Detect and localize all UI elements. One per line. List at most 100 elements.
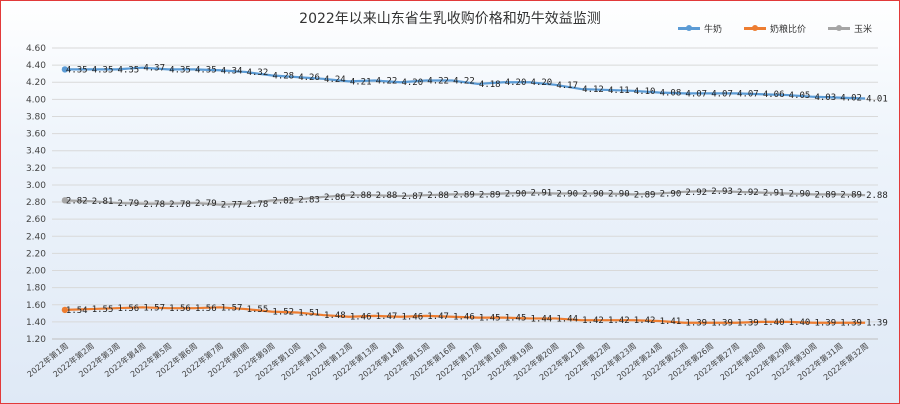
data-label: 1.44	[556, 314, 578, 324]
x-tick-label: 2022年第15周	[382, 341, 431, 382]
data-label: 4.02	[840, 94, 862, 104]
data-label: 2.90	[505, 190, 527, 200]
legend-swatch-milk	[677, 25, 700, 31]
x-tick-label: 2022年第26周	[666, 341, 715, 382]
data-label: 2.91	[531, 189, 553, 199]
data-label: 1.57	[221, 303, 243, 313]
x-tick-label: 2022年第13周	[331, 341, 380, 382]
data-label: 2.78	[169, 200, 191, 210]
data-label: 1.42	[634, 316, 656, 326]
data-label: 4.03	[814, 93, 836, 103]
data-label: 2.91	[763, 189, 785, 199]
data-point	[61, 66, 69, 73]
data-label: 1.39	[866, 319, 888, 329]
data-label: 1.54	[66, 306, 88, 316]
data-label: 1.40	[789, 318, 811, 328]
data-label: 4.35	[118, 65, 140, 75]
y-tick-label: 3.00	[26, 181, 46, 191]
y-tick-label: 4.40	[26, 61, 46, 71]
data-label: 1.46	[401, 313, 423, 323]
data-label: 1.46	[350, 313, 372, 323]
data-point	[61, 306, 69, 314]
series-1: 1.54 1.55 1.56 1.57 1.56 1.56 1.57 1.55 1.52 1.51…	[61, 303, 888, 329]
y-tick-label: 2.00	[26, 267, 46, 277]
data-label: 2.89	[840, 190, 862, 200]
data-label: 2.79	[195, 199, 217, 209]
data-label: 2.89	[634, 190, 656, 200]
y-tick-label: 3.80	[26, 112, 46, 122]
x-tick-label: 2022年第32周	[821, 341, 870, 382]
data-label: 2.89	[814, 190, 836, 200]
x-tick-label: 2022年第10周	[253, 341, 302, 382]
x-tick-label: 2022年第22周	[563, 341, 612, 382]
data-label: 4.26	[298, 73, 320, 83]
data-label: 2.93	[711, 187, 733, 197]
data-label: 4.10	[634, 87, 656, 97]
data-label: 2.82	[66, 196, 88, 206]
data-label: 1.47	[427, 312, 449, 322]
data-label: 4.07	[711, 89, 733, 99]
data-label: 2.89	[453, 190, 475, 200]
y-tick-label: 2.40	[26, 232, 46, 242]
data-label: 2.88	[866, 191, 888, 201]
data-label: 4.11	[608, 86, 630, 96]
x-tick-label: 2022年第18周	[460, 341, 509, 382]
data-label: 2.78	[247, 200, 269, 210]
series-line	[64, 66, 866, 100]
data-label: 4.01	[866, 94, 888, 104]
data-label: 4.22	[453, 77, 475, 87]
data-label: 1.42	[608, 316, 630, 326]
data-label: 4.18	[479, 80, 501, 90]
data-label: 1.55	[92, 305, 114, 315]
data-point	[61, 197, 69, 204]
data-label: 1.39	[711, 319, 733, 329]
y-tick-label: 4.60	[26, 44, 46, 54]
series-2: 2.82 2.81 2.79 2.78 2.78 2.79 2.77 2.78 2.82 2.83…	[61, 187, 888, 211]
x-tick-label: 2022年第19周	[486, 341, 535, 382]
data-label: 4.35	[66, 65, 88, 75]
legend-label-corn: 玉米	[853, 25, 872, 35]
chart-title: 2022年以来山东省生乳收购价格和奶牛效益监测	[299, 11, 601, 27]
data-label: 4.20	[531, 78, 553, 88]
data-label: 4.08	[660, 89, 682, 99]
y-tick-label: 3.40	[26, 147, 46, 157]
y-tick-label: 3.60	[26, 130, 46, 140]
data-label: 4.20	[401, 78, 423, 88]
data-label: 4.35	[92, 65, 114, 75]
data-label: 4.35	[169, 65, 191, 75]
data-label: 1.39	[737, 319, 759, 329]
data-label: 2.89	[479, 190, 501, 200]
data-label: 4.28	[272, 71, 294, 81]
data-label: 2.87	[401, 192, 423, 202]
x-tick-label: 2022年第11周	[279, 341, 328, 382]
data-label: 4.21	[350, 77, 372, 87]
x-tick-label: 2022年第12周	[305, 341, 354, 382]
data-label: 4.22	[427, 77, 449, 87]
data-label: 2.92	[737, 188, 759, 198]
legend-item-corn: 玉米	[827, 22, 872, 35]
y-tick-label: 2.60	[26, 215, 46, 225]
legend-swatch-corn	[827, 25, 850, 31]
data-label: 2.83	[298, 195, 320, 205]
series-line	[64, 189, 866, 206]
data-label: 1.47	[376, 312, 398, 322]
data-label: 1.39	[685, 319, 707, 329]
x-tick-label: 2022年第24周	[615, 341, 664, 382]
legend-item-ratio: 奶粮比价	[743, 22, 806, 35]
data-label: 4.34	[221, 66, 243, 76]
x-tick-label: 2022年第20周	[511, 341, 560, 382]
x-tick-label: 2022年第28周	[718, 341, 767, 382]
data-label: 2.88	[376, 191, 398, 201]
y-tick-label: 1.80	[26, 284, 46, 294]
data-label: 1.51	[298, 308, 320, 318]
data-label: 1.56	[195, 304, 217, 314]
data-label: 1.42	[582, 316, 604, 326]
x-tick-label: 2022年第27周	[692, 341, 741, 382]
data-label: 1.45	[505, 314, 527, 324]
y-tick-label: 4.00	[26, 95, 46, 105]
legend-swatch-ratio	[743, 25, 766, 31]
x-tick-label: 2022年第17周	[434, 341, 483, 382]
chart-legend: 牛奶 奶粮比价 玉米	[677, 22, 872, 35]
data-label: 1.57	[143, 303, 165, 313]
data-label: 1.56	[118, 304, 140, 314]
